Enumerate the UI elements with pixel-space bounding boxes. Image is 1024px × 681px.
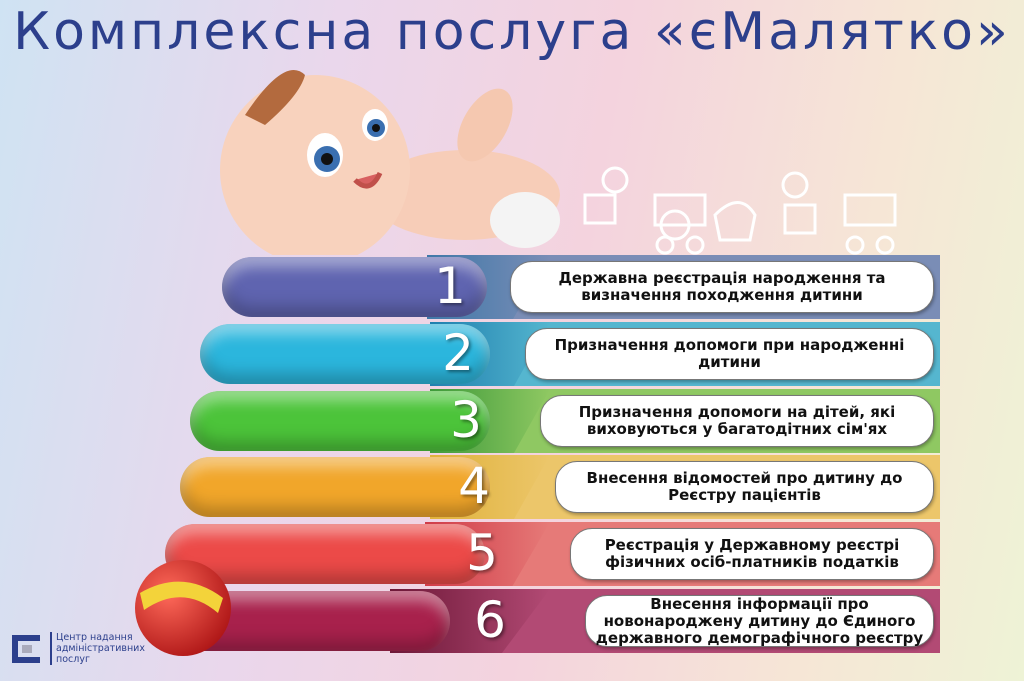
service-ring (165, 524, 485, 584)
service-ring (222, 257, 487, 317)
logo-line-1: Центр надання (56, 632, 133, 643)
service-row: 1 Державна реєстрація народження та визн… (222, 255, 940, 319)
service-text: Внесення відомостей про дитину до Реєстр… (555, 461, 934, 513)
baby-illustration (220, 70, 560, 255)
service-text: Призначення допомоги на дітей, які вихов… (540, 395, 934, 447)
service-ring (190, 391, 490, 451)
service-text: Реєстрація у Державному реєстрі фізичних… (570, 528, 934, 580)
service-row: 5 Реєстрація у Державному реєстрі фізичн… (165, 522, 940, 586)
service-number: 6 (474, 591, 506, 649)
service-number: 3 (450, 391, 482, 449)
service-row: 4 Внесення відомостей про дитину до Реєс… (180, 455, 940, 519)
baby-items-decoration (583, 166, 897, 255)
service-row: 3 Призначення допомоги на дітей, які вих… (190, 389, 940, 453)
logo-line-2: адміністративних (56, 643, 145, 654)
service-row: 6 Внесення інформації про новонароджену … (150, 589, 940, 653)
logo: Центр надання адміністративних послуг (10, 632, 145, 665)
service-text: Державна реєстрація народження та визнач… (510, 261, 934, 313)
page-title: Комплексна послуга «єМалятко» (13, 2, 1011, 62)
service-row: 2 Призначення допомоги при народженні ди… (200, 322, 940, 386)
service-text: Внесення інформації про новонароджену ди… (585, 595, 934, 647)
ball-icon (135, 560, 231, 656)
service-ring (200, 324, 490, 384)
service-number: 4 (458, 457, 490, 515)
logo-line-3: послуг (56, 654, 90, 665)
service-ring (180, 457, 490, 517)
service-number: 1 (434, 257, 466, 315)
service-number: 2 (442, 324, 474, 382)
service-number: 5 (466, 524, 498, 582)
logo-icon (12, 634, 40, 663)
service-text: Призначення допомоги при народженні дити… (525, 328, 934, 380)
